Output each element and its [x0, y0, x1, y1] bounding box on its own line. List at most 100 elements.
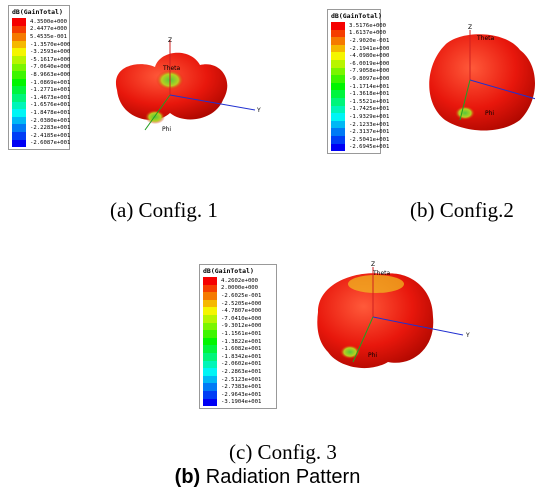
figure-title: Radiation Pattern	[206, 466, 361, 488]
color-swatch	[12, 124, 26, 132]
pattern-top	[348, 275, 404, 293]
legend-row: -1.1561e+001	[203, 330, 273, 338]
panel-caption: (a) Config. 1	[110, 198, 218, 223]
color-swatch	[12, 26, 26, 34]
legend-value: -1.5521e+001	[349, 99, 389, 105]
color-swatch	[331, 75, 345, 83]
legend-row: 2.0000e+000	[203, 285, 273, 293]
axis-label: Theta	[162, 65, 181, 72]
pattern-surface	[429, 34, 535, 130]
color-swatch	[331, 30, 345, 38]
legend-value: -1.4673e+001	[30, 95, 70, 101]
legend-value: -1.7425e+001	[349, 106, 389, 112]
color-swatch	[331, 52, 345, 60]
legend-row: 3.5176e+000	[331, 22, 377, 30]
color-swatch	[203, 285, 217, 293]
legend-row: -1.1714e+001	[331, 83, 377, 91]
legend-value: -2.6025e-001	[221, 293, 261, 299]
axis-label: Phi	[368, 352, 377, 359]
legend-value: -7.0410e+000	[221, 316, 261, 322]
color-swatch	[12, 41, 26, 49]
color-swatch	[331, 90, 345, 98]
axis-label: Y	[465, 332, 470, 339]
legend-row: -2.1941e+000	[331, 45, 377, 53]
legend-row: -1.8478e+001	[12, 109, 66, 117]
legend-row: -2.0380e+001	[12, 117, 66, 125]
legend-value: -2.7383e+001	[221, 384, 261, 390]
legend-value: -2.9643e+001	[221, 392, 261, 398]
color-swatch	[12, 102, 26, 110]
color-swatch	[203, 353, 217, 361]
legend-value: -2.1941e+000	[349, 46, 389, 52]
legend-row: -6.0019e+000	[331, 60, 377, 68]
color-swatch	[331, 83, 345, 91]
legend-row: 4.2602e+000	[203, 277, 273, 285]
axis-label: Phi	[485, 110, 494, 117]
axis-label: Z	[468, 24, 472, 31]
legend-value: -4.7807e+000	[221, 308, 261, 314]
legend-value: -2.6087e+001	[30, 140, 70, 146]
legend-row: -7.9058e+000	[331, 68, 377, 76]
color-swatch	[203, 391, 217, 399]
legend-value: 5.4535e-001	[30, 34, 67, 40]
axis-label: Z	[168, 37, 172, 44]
legend-row: -7.0410e+000	[203, 315, 273, 323]
legend-value: -3.1904e+001	[221, 399, 261, 405]
axis-label: Y	[256, 107, 261, 114]
legend-title: dB(GainTotal)	[12, 8, 66, 16]
color-swatch	[331, 98, 345, 106]
legend-row: -1.5521e+001	[331, 98, 377, 106]
panel-caption: (c) Config. 3	[229, 440, 337, 465]
color-swatch	[12, 132, 26, 140]
legend-row: -2.9643e+001	[203, 391, 273, 399]
color-swatch	[203, 315, 217, 323]
figure-label: (b)	[175, 466, 201, 488]
legend-value: -1.6576e+001	[30, 102, 70, 108]
color-swatch	[203, 300, 217, 308]
color-swatch	[12, 86, 26, 94]
legend-value: -1.2771e+001	[30, 87, 70, 93]
legend-value: -1.0869e+001	[30, 80, 70, 86]
legend-value: -4.0980e+000	[349, 53, 389, 59]
legend-value: -1.8478e+001	[30, 110, 70, 116]
color-swatch	[331, 68, 345, 76]
legend-row: -1.3570e+000	[12, 41, 66, 49]
legend-row: -1.6576e+001	[12, 102, 66, 110]
legend-value: -1.3618e+001	[349, 91, 389, 97]
color-swatch	[203, 292, 217, 300]
legend-row: -3.2593e+000	[12, 48, 66, 56]
legend-value: -7.9058e+000	[349, 68, 389, 74]
legend-value: -2.0380e+001	[30, 118, 70, 124]
axis-label: Z	[371, 261, 375, 268]
legend-value: -1.1561e+001	[221, 331, 261, 337]
color-swatch	[203, 338, 217, 346]
color-swatch	[203, 307, 217, 315]
axis-label: Theta	[372, 270, 391, 277]
color-swatch	[12, 79, 26, 87]
legend-row: -2.2283e+001	[12, 124, 66, 132]
legend-value: -9.8097e+000	[349, 76, 389, 82]
legend-row: -1.4673e+001	[12, 94, 66, 102]
legend-value: 3.5176e+000	[349, 23, 386, 29]
figure-caption: (b) Radiation Pattern	[0, 466, 535, 489]
legend-value: -7.0640e+000	[30, 64, 70, 70]
color-swatch	[331, 113, 345, 121]
legend-value: -2.2863e+001	[221, 369, 261, 375]
legend-row: 4.3500e+000	[12, 18, 66, 26]
legend-value: 4.2602e+000	[221, 278, 258, 284]
color-swatch	[203, 368, 217, 376]
color-swatch	[12, 56, 26, 64]
legend-row: -7.0640e+000	[12, 64, 66, 72]
radiation-pattern: Z Y Theta Phi	[105, 35, 265, 140]
legend-value: -2.5123e+001	[221, 377, 261, 383]
color-swatch	[203, 376, 217, 384]
legend-row: -1.7425e+001	[331, 106, 377, 114]
legend-value: 1.6137e+000	[349, 30, 386, 36]
legend-value: -2.1233e+001	[349, 122, 389, 128]
axis-label: Theta	[476, 35, 495, 42]
color-swatch	[203, 330, 217, 338]
legend-value: -1.6082e+001	[221, 346, 261, 352]
legend-row: -2.0602e+001	[203, 361, 273, 369]
